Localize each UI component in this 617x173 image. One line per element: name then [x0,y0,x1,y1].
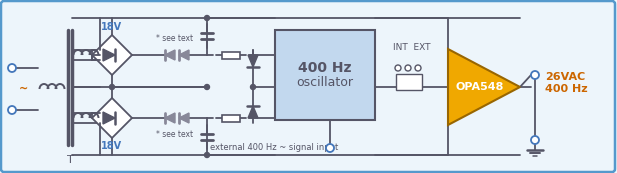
Circle shape [531,71,539,79]
Text: 400 Hz: 400 Hz [298,61,352,75]
Text: external 400 Hz ~ signal input: external 400 Hz ~ signal input [210,143,338,153]
Text: INT  EXT: INT EXT [393,43,431,52]
Circle shape [8,106,16,114]
Text: OPA548: OPA548 [456,82,504,92]
Polygon shape [248,55,258,67]
Circle shape [204,153,210,157]
Polygon shape [165,113,175,123]
Text: oscillator: oscillator [297,75,354,89]
Bar [275,30,375,120]
Circle shape [326,144,334,152]
Text: * see text: * see text [157,34,194,43]
Text: 26VAC: 26VAC [545,72,586,82]
Text: 18V: 18V [101,141,123,151]
Polygon shape [165,50,175,60]
Circle shape [109,84,115,89]
Text: T: T [67,155,73,165]
Polygon shape [92,98,132,138]
Polygon shape [179,50,189,60]
Circle shape [204,16,210,20]
Bar [222,115,240,121]
Polygon shape [448,49,520,125]
Circle shape [204,84,210,89]
Circle shape [415,65,421,71]
Text: 400 Hz: 400 Hz [545,84,587,94]
Circle shape [8,64,16,72]
Bar [222,52,240,58]
Circle shape [531,136,539,144]
Circle shape [251,84,255,89]
Circle shape [395,65,401,71]
Circle shape [405,65,411,71]
Text: 18V: 18V [101,22,123,32]
Polygon shape [103,112,115,124]
Bar [396,74,422,90]
Polygon shape [103,49,115,61]
Polygon shape [248,106,258,118]
Polygon shape [179,113,189,123]
Text: * see text: * see text [157,130,194,139]
Text: ~: ~ [19,84,28,94]
Polygon shape [92,35,132,75]
